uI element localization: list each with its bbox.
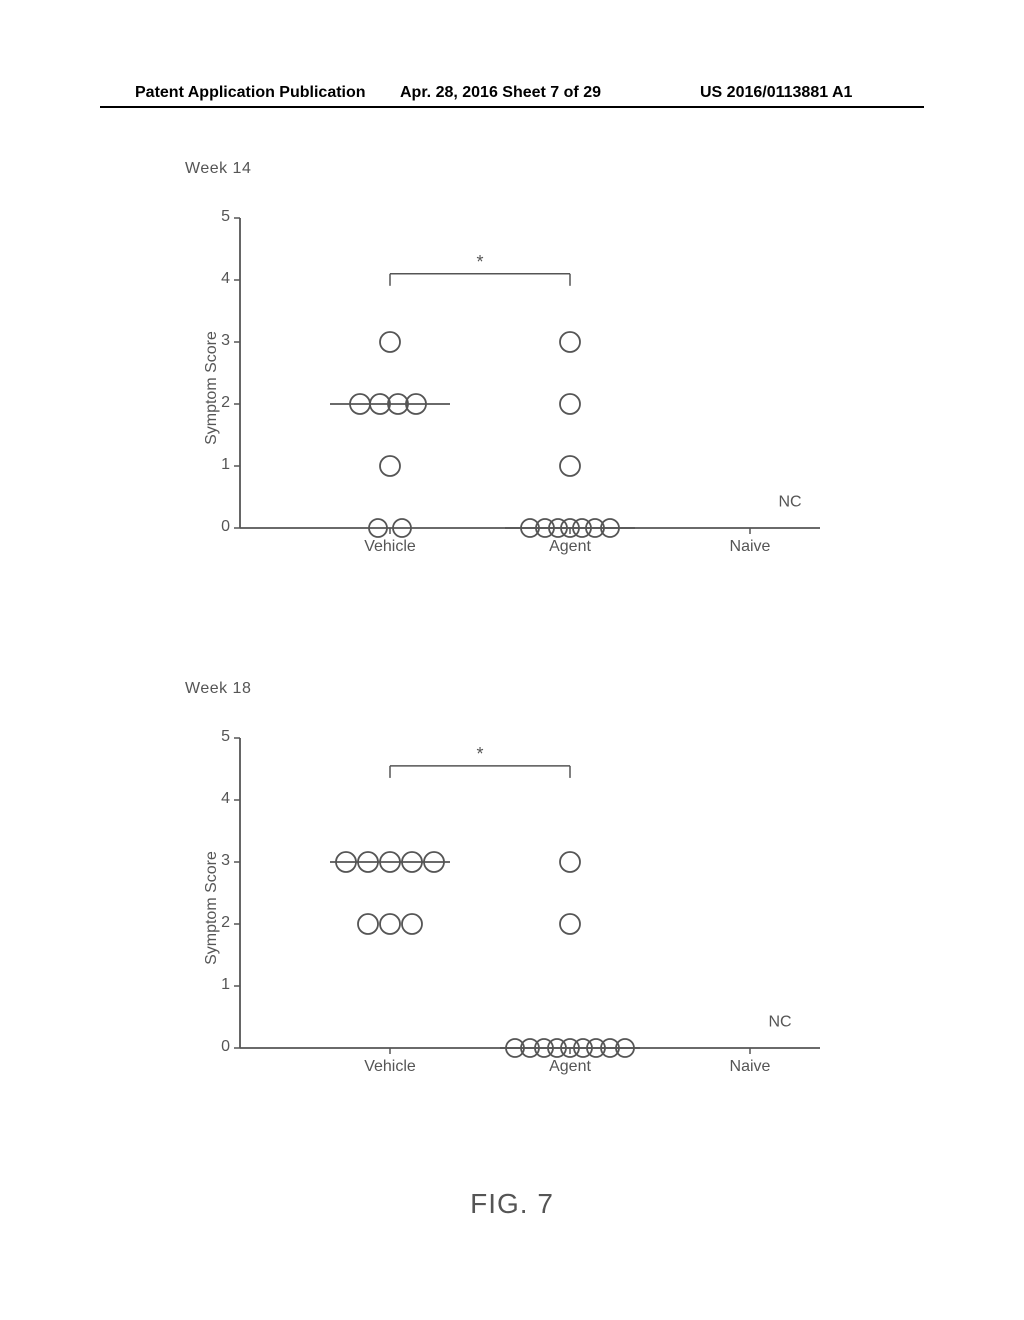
header-divider: [100, 106, 924, 108]
header-patent-number: US 2016/0113881 A1: [700, 84, 852, 102]
svg-text:NC: NC: [768, 1013, 791, 1030]
chart-week14: Symptom Score 012345VehicleAgentNaive*NC: [180, 198, 830, 578]
chart-week18: Symptom Score 012345VehicleAgentNaive*NC: [180, 718, 830, 1098]
svg-text:NC: NC: [778, 493, 801, 510]
figure-caption: FIG. 7: [0, 1188, 1024, 1220]
chart-title-week14: Week 14: [185, 160, 830, 178]
chart-week14-container: Week 14 Symptom Score 012345VehicleAgent…: [180, 160, 830, 578]
header-date-sheet: Apr. 28, 2016 Sheet 7 of 29: [400, 84, 601, 102]
chart-title-week18: Week 18: [185, 680, 830, 698]
svg-text:*: *: [476, 252, 483, 272]
header-publication: Patent Application Publication: [135, 84, 366, 102]
svg-text:*: *: [476, 744, 483, 764]
chart-week18-container: Week 18 Symptom Score 012345VehicleAgent…: [180, 680, 830, 1098]
